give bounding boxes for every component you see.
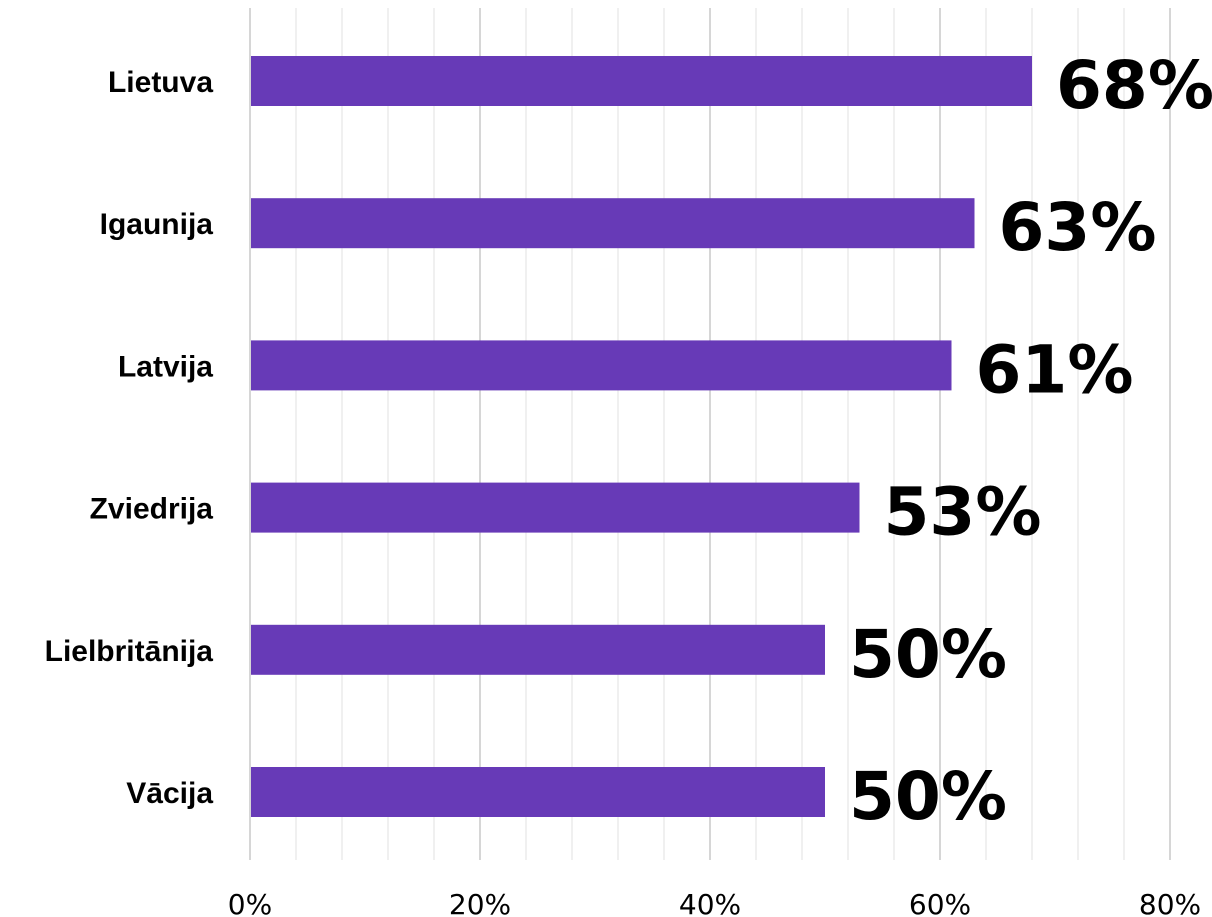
category-labels: Lietuva Igaunija Latvija Zviedrija Lielbritā…	[45, 66, 214, 810]
x-tick-label: 60%	[909, 888, 971, 917]
major-gridlines	[249, 8, 1171, 860]
value-labels: 68% 63% 61% 53% 50% 50%	[849, 47, 1212, 835]
value-label: 61%	[976, 331, 1134, 408]
x-tick-label: 40%	[679, 888, 741, 917]
bar	[251, 198, 975, 249]
category-label: Zviedrija	[90, 493, 214, 526]
category-label: Latvija	[118, 350, 213, 383]
category-label: Lielbritānija	[45, 635, 214, 668]
category-label: Lietuva	[108, 66, 213, 99]
x-tick-label: 20%	[449, 888, 511, 917]
bar	[251, 340, 952, 391]
x-tick-label: 80%	[1139, 888, 1201, 917]
value-label: 68%	[1056, 47, 1212, 124]
value-label: 50%	[849, 616, 1007, 693]
value-label: 63%	[999, 189, 1157, 266]
bars	[251, 56, 1032, 817]
value-label: 50%	[849, 758, 1007, 835]
x-tick-label: 0%	[228, 888, 272, 917]
category-label: Vācija	[126, 777, 213, 810]
value-label: 53%	[884, 474, 1042, 551]
bar	[251, 624, 825, 675]
x-axis-tick-labels: 0% 20% 40% 60% 80%	[228, 888, 1201, 917]
bar	[251, 767, 825, 817]
bar	[251, 56, 1032, 106]
category-label: Igaunija	[100, 208, 214, 241]
bar	[251, 482, 860, 533]
minor-gridlines	[295, 8, 1125, 860]
